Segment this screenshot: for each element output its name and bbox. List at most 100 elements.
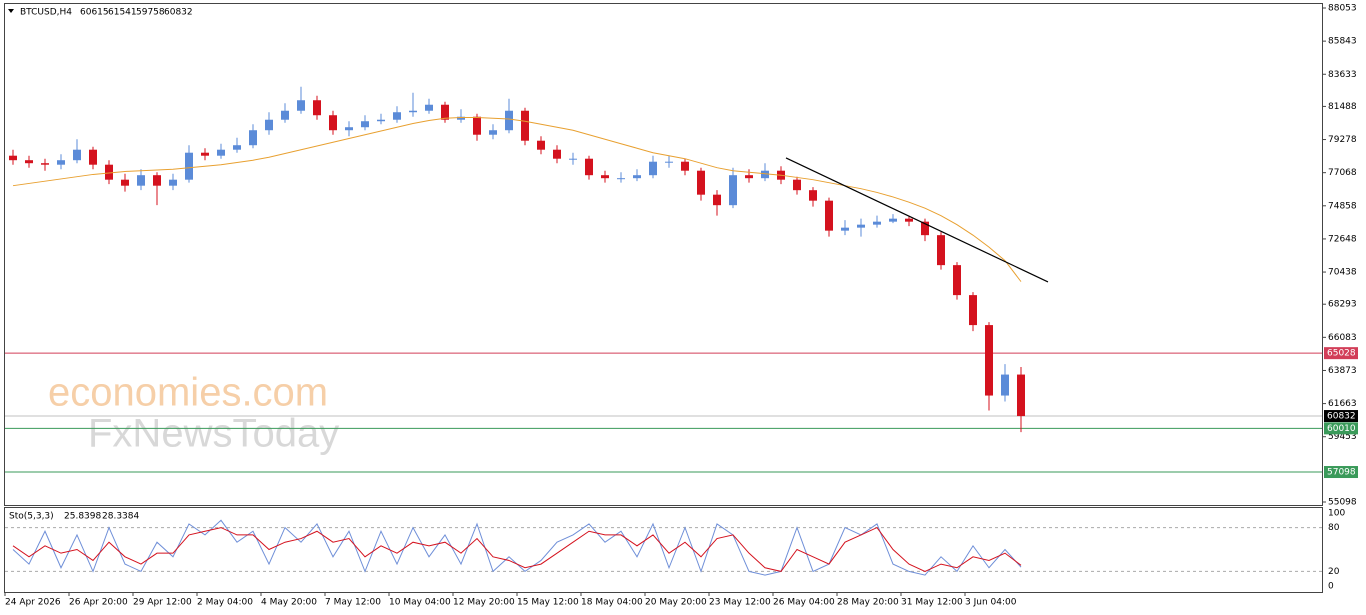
candle-body (793, 179, 801, 191)
level-label-bg (1324, 410, 1358, 423)
level-label: 65028 (1327, 349, 1356, 359)
candle-body (697, 170, 705, 195)
watermark: FxNewsToday (88, 412, 339, 456)
x-tick-label: 23 May 12:00 (709, 598, 771, 608)
x-tick-label: 20 May 20:00 (645, 598, 707, 608)
candle-body (297, 100, 305, 111)
y-tick-label: 68293 (1328, 300, 1357, 310)
moving-average (12, 116, 1022, 282)
candle-body (249, 130, 257, 146)
candle-body (73, 149, 81, 161)
x-tick-label: 18 May 04:00 (581, 598, 643, 608)
candle-body (441, 104, 449, 120)
candle-body (569, 158, 577, 160)
trendline (785, 157, 1049, 283)
stoch-line (12, 519, 1022, 576)
candle-body (473, 116, 481, 135)
y-tick-label: 80 (1328, 523, 1340, 533)
candle-body (553, 149, 561, 159)
candle-body (201, 152, 209, 156)
candle-body (489, 130, 497, 135)
y-tick-label: 63873 (1328, 366, 1357, 376)
candle-body (617, 178, 625, 180)
x-tick-label: 3 Jun 04:00 (965, 598, 1017, 608)
candle-body (825, 200, 833, 231)
level-label: 57098 (1327, 468, 1356, 478)
candle-body (345, 127, 353, 131)
candle-body (505, 110, 513, 131)
candle-body (361, 121, 369, 128)
candle-body (953, 265, 961, 296)
candle-body (313, 100, 321, 116)
candle-body (233, 145, 241, 150)
stoch-signal: 28.3384 (102, 512, 139, 522)
x-tick-label: 12 May 20:00 (453, 598, 515, 608)
candle-body (841, 227, 849, 231)
symbol: BTCUSD,H4 (20, 8, 72, 18)
candle-body (25, 160, 33, 164)
candle-body (985, 325, 993, 396)
x-tick-label: 26 Apr 20:00 (69, 598, 128, 608)
level-label: 60010 (1327, 424, 1356, 434)
last-low: 59758 (136, 8, 165, 18)
candle-body (921, 221, 929, 236)
y-tick-label: 79278 (1328, 135, 1357, 145)
level-label: 60832 (1327, 412, 1356, 422)
candle-body (1001, 374, 1009, 396)
x-tick-label: 29 Apr 12:00 (133, 598, 192, 608)
x-tick-label: 10 May 04:00 (389, 598, 451, 608)
y-tick-label: 61663 (1328, 399, 1357, 409)
stoch-main: 25.8398 (64, 512, 101, 522)
y-tick-label: 72648 (1328, 234, 1357, 244)
candle-body (185, 152, 193, 180)
last-open: 60615 (80, 8, 109, 18)
x-tick-label: 7 May 12:00 (325, 598, 381, 608)
candle-body (105, 164, 113, 180)
collapse-icon[interactable] (8, 9, 14, 13)
candle-body (57, 160, 65, 165)
y-tick-label: 81488 (1328, 102, 1357, 112)
x-tick-label: 4 May 20:00 (261, 598, 317, 608)
y-tick-label: 74858 (1328, 201, 1357, 211)
level-label-bg (1324, 347, 1358, 360)
candle-body (665, 161, 673, 163)
y-tick-label: 83633 (1328, 70, 1357, 80)
candle-body (713, 194, 721, 206)
candle-body (729, 175, 737, 206)
candle-body (41, 163, 49, 165)
candle-body (889, 218, 897, 222)
candle-body (601, 175, 609, 179)
candle-body (9, 155, 17, 161)
candle-body (137, 175, 145, 186)
candle-body (1017, 374, 1025, 417)
candle-body (633, 175, 641, 179)
y-tick-label: 20 (1328, 567, 1340, 577)
candle-body (153, 175, 161, 186)
level-label-bg (1324, 466, 1358, 479)
x-tick-label: 28 May 20:00 (837, 598, 899, 608)
y-tick-label: 55098 (1328, 498, 1357, 508)
stoch-panel (4, 507, 1323, 593)
candle-body (89, 149, 97, 165)
candle-body (809, 190, 817, 201)
y-tick-label: 70438 (1328, 268, 1357, 278)
candle-body (409, 110, 417, 113)
candle-body (681, 161, 689, 171)
y-tick-label: 85843 (1328, 37, 1357, 47)
candle-body (377, 119, 385, 122)
y-tick-label: 59453 (1328, 432, 1357, 442)
candle-body (521, 110, 529, 141)
x-tick-label: 24 Apr 2026 (5, 598, 61, 608)
candle-body (761, 170, 769, 179)
y-tick-label: 77068 (1328, 168, 1357, 178)
candle-body (393, 112, 401, 120)
candle-body (281, 110, 289, 120)
candle-body (537, 140, 545, 150)
x-tick-label: 26 May 04:00 (773, 598, 835, 608)
candle-body (457, 116, 465, 120)
y-tick-label: 100 (1328, 509, 1345, 519)
candle-body (857, 224, 865, 228)
candle-body (585, 158, 593, 176)
candle-body (217, 149, 225, 156)
last-close: 60832 (164, 8, 193, 18)
